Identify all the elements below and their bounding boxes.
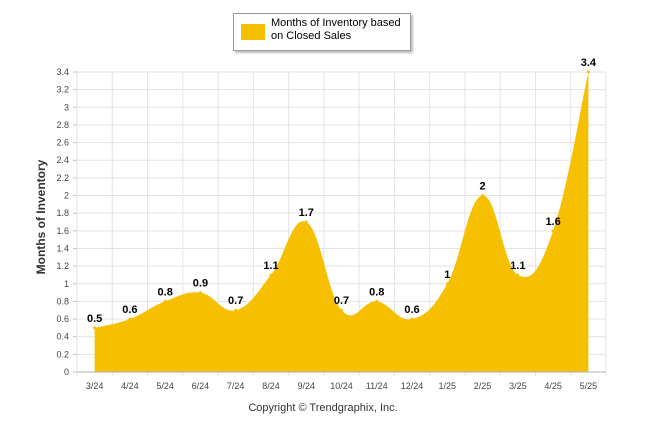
x-tick-label: 3/25	[509, 381, 527, 391]
y-tick-label: 2.2	[56, 173, 69, 183]
data-point	[93, 326, 97, 330]
data-label: 0.8	[369, 286, 384, 298]
copyright-text: Copyright © Trendgraphix, Inc.	[248, 402, 398, 414]
y-tick-label: 0.6	[56, 314, 69, 324]
data-point	[481, 194, 485, 198]
legend-swatch	[241, 24, 265, 40]
data-point	[163, 299, 167, 303]
series-area	[94, 72, 589, 372]
data-point	[269, 273, 273, 277]
x-tick-label: 11/24	[366, 381, 388, 391]
data-point	[551, 229, 555, 233]
x-tick-label: 10/24	[330, 381, 353, 391]
x-tick-label: 1/25	[439, 381, 457, 391]
data-label: 0.8	[158, 286, 173, 298]
y-tick-label: 3.4	[56, 67, 69, 77]
x-tick-label: 3/24	[86, 381, 104, 391]
y-tick-label: 0	[64, 367, 69, 377]
y-tick-label: 0.2	[56, 349, 69, 359]
data-label: 0.6	[404, 304, 419, 316]
data-point	[586, 70, 590, 74]
data-label: 0.9	[193, 278, 208, 290]
y-tick-label: 0.8	[56, 296, 69, 306]
chart-legend: Months of Inventory based on Closed Sale…	[233, 13, 411, 51]
data-point	[410, 317, 414, 321]
data-label: 0.5	[87, 313, 102, 325]
x-tick-label: 8/24	[262, 381, 280, 391]
data-point	[445, 282, 449, 286]
y-tick-label: 0.4	[56, 332, 69, 342]
data-point	[128, 317, 132, 321]
y-tick-label: 1	[64, 279, 69, 289]
legend-label: Months of Inventory based on Closed Sale…	[271, 17, 401, 42]
y-tick-label: 1.6	[56, 226, 69, 236]
x-tick-label: 12/24	[401, 381, 424, 391]
data-label: 0.7	[228, 295, 243, 307]
data-label: 1.1	[510, 260, 525, 272]
x-tick-label: 6/24	[192, 381, 210, 391]
data-label: 0.7	[334, 295, 349, 307]
data-point	[340, 308, 343, 312]
x-tick-label: 4/25	[544, 381, 562, 391]
data-label: 1.6	[545, 216, 560, 228]
data-point	[516, 273, 520, 277]
x-tick-label: 2/25	[474, 381, 492, 391]
x-tick-label: 7/24	[227, 381, 245, 391]
y-tick-label: 2.4	[56, 155, 69, 165]
data-label: 0.6	[122, 304, 137, 316]
y-tick-label: 1.4	[56, 243, 69, 253]
y-tick-label: 1.8	[56, 208, 69, 218]
data-point	[234, 308, 238, 312]
x-tick-label: 4/24	[121, 381, 139, 391]
data-label: 1.7	[299, 207, 314, 219]
data-label: 2	[480, 181, 486, 193]
data-point	[198, 291, 202, 295]
data-point	[304, 220, 308, 224]
inventory-area-chart: 0 0.2 0.4 0.6 0.8 1 1.2 1.4 1.6 1.8 2 2.2 2.4 2.6 2.8 3…	[56, 57, 607, 391]
x-tick-label: 5/24	[156, 381, 174, 391]
y-tick-label: 1.2	[56, 261, 69, 271]
y-tick-label: 2.8	[56, 120, 69, 130]
x-tick-label: 5/25	[580, 381, 598, 391]
data-label: 1.1	[263, 260, 278, 272]
y-tick-label: 2	[64, 191, 69, 201]
data-label: 1	[444, 269, 450, 281]
x-tick-label: 9/24	[297, 381, 315, 391]
y-tick-label: 3.2	[56, 85, 69, 95]
data-point	[375, 299, 379, 303]
y-tick-label: 3	[64, 102, 69, 112]
y-tick-label: 2.6	[56, 138, 69, 148]
data-label: 3.4	[581, 57, 597, 69]
